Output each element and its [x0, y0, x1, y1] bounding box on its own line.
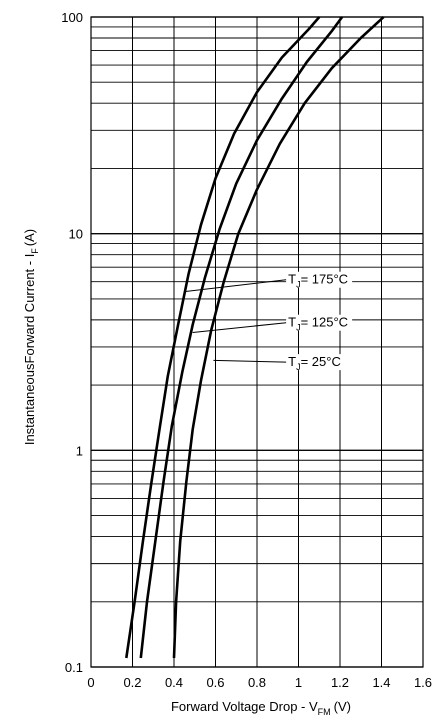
x-tick-label: 1.4 [372, 675, 390, 690]
grid-lines [90, 16, 424, 668]
x-axis-title: Forward Voltage Drop - VFM (V) [171, 699, 351, 717]
annotation-text: = 25°C [301, 354, 341, 369]
x-axis-title-main: Forward Voltage Drop - V [171, 699, 318, 714]
annotation-bg [286, 354, 353, 371]
annotation-prefix: T [288, 272, 296, 287]
annotation-prefix: T [288, 315, 296, 330]
series-line-2 [172, 16, 385, 659]
x-axis-title-sub: FM [318, 707, 331, 717]
y-axis-title-main: InstantaneousForward Current - I [22, 254, 37, 445]
x-tick-label: 1.2 [331, 675, 349, 690]
annotation-text: = 175°C [301, 272, 348, 287]
annotation-leader [213, 359, 287, 363]
x-tick-label: 0 [87, 675, 94, 690]
plot-frame [90, 16, 424, 668]
annotation-text: = 125°C [301, 315, 348, 330]
y-axis-title-unit: (A) [22, 229, 37, 246]
temperature-annotations: TJ= 175°CTJ= 125°CTJ= 25°C [184, 271, 353, 372]
annotation-bg [286, 314, 353, 331]
x-tick-label: 1 [295, 675, 302, 690]
x-tick-label: 1.6 [414, 675, 432, 690]
annotation-label: TJ= 175°C [288, 272, 348, 290]
annotation-sub: J [296, 323, 301, 333]
annotation-sub: J [296, 362, 301, 372]
curves [125, 16, 385, 659]
annotation-leader [184, 279, 287, 293]
annotation-sub: J [296, 280, 301, 290]
y-tick-label: 1 [76, 443, 83, 458]
tick-labels: 0 0.2 0.4 0.6 0.8 1 1.2 1.4 1.6 0.1 1 10 100 [61, 10, 432, 690]
x-tick-label: 0.6 [206, 675, 224, 690]
y-axis-title-sub: F [30, 248, 40, 254]
series-line-0 [125, 16, 321, 659]
y-tick-label: 10 [69, 227, 83, 242]
annotation-label: TJ= 125°C [288, 315, 348, 333]
annotation-prefix: T [288, 354, 296, 369]
y-tick-label: 0.1 [65, 660, 83, 675]
y-axis-title: InstantaneousForward Current - IF (A) [22, 229, 40, 445]
x-tick-label: 0.4 [165, 675, 183, 690]
series-line-1 [139, 16, 344, 659]
x-tick-label: 0.2 [123, 675, 141, 690]
x-axis-title-unit: (V) [334, 699, 351, 714]
annotation-label: TJ= 25°C [288, 354, 341, 372]
annotation-leader [192, 322, 287, 333]
x-tick-label: 0.8 [248, 675, 266, 690]
y-tick-label: 100 [61, 10, 83, 25]
annotation-bg [286, 271, 353, 288]
